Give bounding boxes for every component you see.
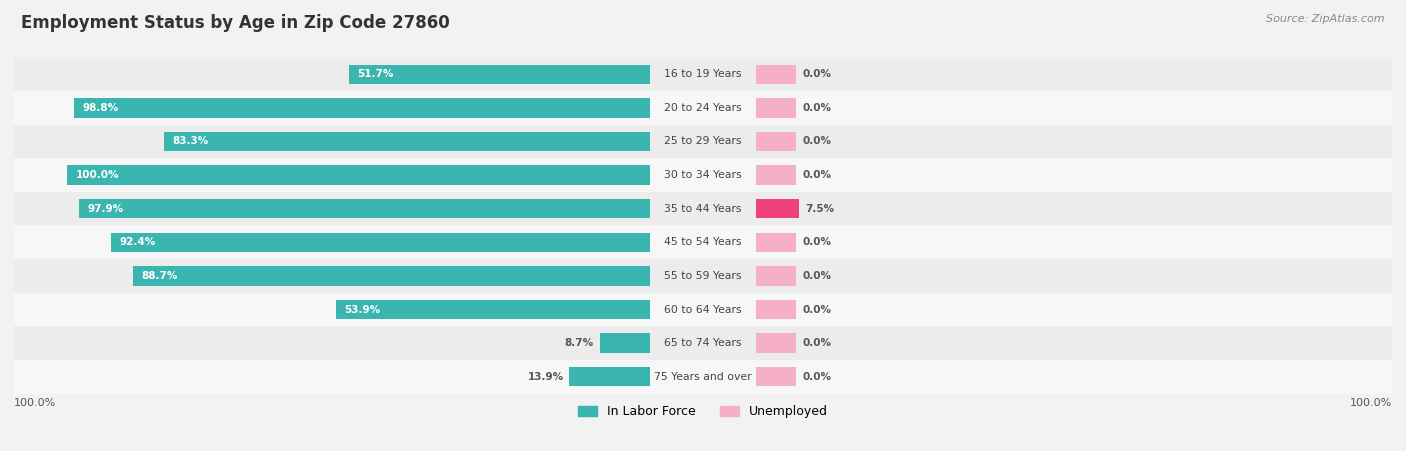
Text: 13.9%: 13.9% (527, 372, 564, 382)
Text: 0.0%: 0.0% (803, 103, 831, 113)
Text: 75 Years and over: 75 Years and over (654, 372, 752, 382)
Bar (349, 64, 651, 84)
Bar (14, 57, 1392, 91)
Bar (14, 192, 1392, 226)
Bar (14, 91, 1392, 124)
Text: 20 to 24 Years: 20 to 24 Years (664, 103, 742, 113)
Bar (73, 98, 651, 118)
Bar (165, 132, 651, 151)
Bar (14, 124, 1392, 158)
Text: 0.0%: 0.0% (803, 338, 831, 348)
Bar (14, 259, 1392, 293)
Bar (755, 166, 796, 185)
Text: 0.0%: 0.0% (803, 69, 831, 79)
Text: 88.7%: 88.7% (142, 271, 177, 281)
Bar (14, 360, 1392, 394)
Text: 60 to 64 Years: 60 to 64 Years (664, 304, 742, 314)
Text: 100.0%: 100.0% (76, 170, 120, 180)
Text: 98.8%: 98.8% (83, 103, 118, 113)
Text: 55 to 59 Years: 55 to 59 Years (664, 271, 742, 281)
Bar (14, 226, 1392, 259)
Text: 8.7%: 8.7% (565, 338, 593, 348)
Bar (14, 158, 1392, 192)
Bar (14, 327, 1392, 360)
Bar (336, 300, 651, 319)
Text: 45 to 54 Years: 45 to 54 Years (664, 237, 742, 247)
Bar (66, 166, 651, 185)
Text: 97.9%: 97.9% (87, 204, 124, 214)
Text: 100.0%: 100.0% (14, 397, 56, 408)
Text: 53.9%: 53.9% (344, 304, 381, 314)
Bar (755, 233, 796, 252)
Text: 100.0%: 100.0% (1350, 397, 1392, 408)
Text: 35 to 44 Years: 35 to 44 Years (664, 204, 742, 214)
Text: 0.0%: 0.0% (803, 137, 831, 147)
Text: 83.3%: 83.3% (173, 137, 209, 147)
Text: 0.0%: 0.0% (803, 304, 831, 314)
Bar (755, 333, 796, 353)
Bar (14, 293, 1392, 327)
Text: 0.0%: 0.0% (803, 271, 831, 281)
Bar (111, 233, 651, 252)
Text: 0.0%: 0.0% (803, 170, 831, 180)
Text: 65 to 74 Years: 65 to 74 Years (664, 338, 742, 348)
Text: 25 to 29 Years: 25 to 29 Years (664, 137, 742, 147)
Text: 51.7%: 51.7% (357, 69, 394, 79)
Text: Source: ZipAtlas.com: Source: ZipAtlas.com (1267, 14, 1385, 23)
Bar (755, 199, 800, 218)
Bar (755, 300, 796, 319)
Bar (755, 266, 796, 285)
Text: 16 to 19 Years: 16 to 19 Years (664, 69, 742, 79)
Bar (755, 132, 796, 151)
Legend: In Labor Force, Unemployed: In Labor Force, Unemployed (578, 405, 828, 418)
Text: Employment Status by Age in Zip Code 27860: Employment Status by Age in Zip Code 278… (21, 14, 450, 32)
Text: 92.4%: 92.4% (120, 237, 156, 247)
Bar (599, 333, 651, 353)
Bar (755, 64, 796, 84)
Text: 30 to 34 Years: 30 to 34 Years (664, 170, 742, 180)
Bar (755, 367, 796, 387)
Text: 0.0%: 0.0% (803, 237, 831, 247)
Bar (755, 98, 796, 118)
Bar (569, 367, 651, 387)
Text: 7.5%: 7.5% (806, 204, 834, 214)
Bar (79, 199, 651, 218)
Text: 0.0%: 0.0% (803, 372, 831, 382)
Bar (132, 266, 651, 285)
